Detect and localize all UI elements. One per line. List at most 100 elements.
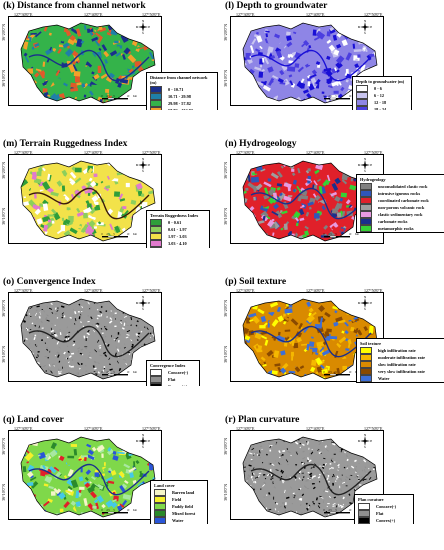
- longitude-label: 127°30'0"E: [236, 426, 255, 431]
- scale-label: 0: [101, 233, 103, 236]
- legend-label: Concave(-): [376, 503, 397, 509]
- scale-label: 0: [101, 95, 103, 98]
- latitude-label: 36°20'0"N: [223, 24, 228, 41]
- latitude-label: 36°10'0"N: [223, 208, 228, 225]
- scale-label: 10: [349, 95, 352, 98]
- map-panel-l: (l) Depth to groundwater 127°30'0"E 127°40…: [222, 0, 444, 110]
- compass-letter: N: [142, 296, 144, 299]
- legend-item: 6 - 12: [356, 91, 408, 99]
- north-arrow-icon: N S W E: [358, 158, 372, 172]
- legend-swatch: [154, 502, 166, 510]
- scale-label: Km: [355, 233, 359, 236]
- legend-title: Land cover: [154, 483, 175, 488]
- legend-label: non-porous volcanic rock: [378, 204, 425, 210]
- compass-letter: E: [370, 302, 372, 305]
- scale-label: 0: [323, 95, 325, 98]
- scale-label: 2.5: [106, 509, 110, 512]
- scale-label: 5: [113, 371, 115, 374]
- map-panel-p: (p) Soil texture 127°30'0"E 127°40'0"E 127°…: [222, 276, 444, 386]
- compass-letter: S: [142, 446, 144, 448]
- legend-label: unconsolidated clastic rock: [378, 183, 428, 189]
- legend-item: Convex(+): [358, 516, 410, 524]
- longitude-label: 127°40'0"E: [84, 288, 103, 293]
- legend-item: Concave(-): [358, 502, 410, 510]
- map-legend: Distance from channel network (m) 0 - 10.…: [146, 72, 218, 110]
- legend-title: Plan cuvature: [358, 497, 384, 502]
- longitude-label: 127°40'0"E: [84, 12, 103, 17]
- legend-title: Depth to groundwater (m): [356, 79, 405, 84]
- legend-item: 29.98 - 57.82: [150, 99, 214, 107]
- legend-swatch: [356, 98, 368, 106]
- north-arrow-icon: N S W E: [136, 434, 150, 448]
- legend-swatch: [360, 182, 372, 190]
- scale-label: 2.5: [328, 95, 332, 98]
- scale-label: 5: [335, 95, 337, 98]
- legend-label: very slow infiltration rate: [378, 368, 425, 374]
- map-frame: [8, 154, 162, 244]
- legend-label: high infiltration rate: [378, 347, 416, 353]
- longitude-label: 127°30'0"E: [236, 150, 255, 155]
- legend-item: 12 - 18: [356, 98, 408, 106]
- latitude-label: 36°20'0"N: [1, 24, 6, 41]
- compass-letter: N: [142, 434, 144, 437]
- basin-map: [242, 298, 378, 380]
- latitude-label: 36°20'0"N: [1, 162, 6, 179]
- compass-letter: N: [142, 158, 144, 161]
- legend-item: high infiltration rate: [360, 346, 442, 354]
- legend-swatch: [154, 488, 166, 496]
- longitude-label: 127°50'0"E: [364, 150, 383, 155]
- legend-item: moderate infiltration rate: [360, 353, 442, 361]
- legend-label: 18 - 24: [374, 106, 387, 110]
- longitude-label: 127°50'0"E: [364, 426, 383, 431]
- scale-label: 2.5: [106, 371, 110, 374]
- legend-label: Convex(+): [168, 384, 187, 386]
- latitude-label: 36°20'0"N: [1, 300, 6, 317]
- legend-label: carbonate rocks: [378, 218, 408, 224]
- legend-item: 0 - 10.71: [150, 85, 214, 93]
- compass-letter: E: [148, 302, 150, 305]
- panel-title: (l) Depth to groundwater: [225, 0, 328, 11]
- scale-label: 2.5: [328, 233, 332, 236]
- scale-label: Km: [133, 233, 137, 236]
- legend-item: Flat: [150, 375, 196, 383]
- legend-swatch: [150, 246, 162, 248]
- latitude-label: 36°10'0"N: [223, 70, 228, 87]
- legend-label: 10.71 - 29.98: [168, 93, 191, 99]
- legend-label: Convex(+): [376, 517, 396, 523]
- legend-item: intrusive igneous rocks: [360, 189, 442, 197]
- legend-title: Distance from channel network (m): [150, 75, 208, 86]
- compass-letter: S: [364, 446, 366, 448]
- legend-item: non-porous volcanic rock: [360, 203, 442, 211]
- legend-label: 0.61 - 1.97: [168, 226, 187, 232]
- legend-title: Hydrogeology: [360, 177, 386, 182]
- scale-label: 2.5: [328, 509, 332, 512]
- latitude-label: 36°20'0"N: [223, 300, 228, 317]
- compass-letter: W: [136, 302, 139, 305]
- legend-item: Paddy field: [154, 502, 204, 510]
- legend-swatch: [360, 374, 372, 382]
- map-legend: Terrain Ruggedness Index 0 - 0.61 0.61 - 1…: [146, 210, 210, 248]
- legend-label: 12 - 18: [374, 99, 387, 105]
- compass-letter: N: [364, 20, 366, 23]
- compass-letter: W: [136, 440, 139, 443]
- legend-item: very slow infiltration rate: [360, 367, 442, 375]
- legend-swatch: [360, 360, 372, 368]
- scale-label: 0: [323, 371, 325, 374]
- legend-swatch: [154, 495, 166, 503]
- legend-item: 0 - 6: [356, 84, 408, 92]
- legend-item: 18 - 24: [356, 105, 408, 110]
- longitude-label: 127°40'0"E: [84, 150, 103, 155]
- legend-label: moderate infiltration rate: [378, 354, 426, 360]
- panel-title: (k) Distance from channel network: [3, 0, 146, 11]
- legend-label: clastic sedimentary rock: [378, 211, 423, 217]
- compass-letter: E: [148, 164, 150, 167]
- legend-swatch: [150, 85, 162, 93]
- compass-letter: E: [148, 26, 150, 29]
- scale-label: 5: [335, 233, 337, 236]
- scale-label: 10: [349, 509, 352, 512]
- legend-label: Water: [172, 517, 184, 523]
- legend-swatch: [360, 203, 372, 211]
- longitude-label: 127°50'0"E: [364, 12, 383, 17]
